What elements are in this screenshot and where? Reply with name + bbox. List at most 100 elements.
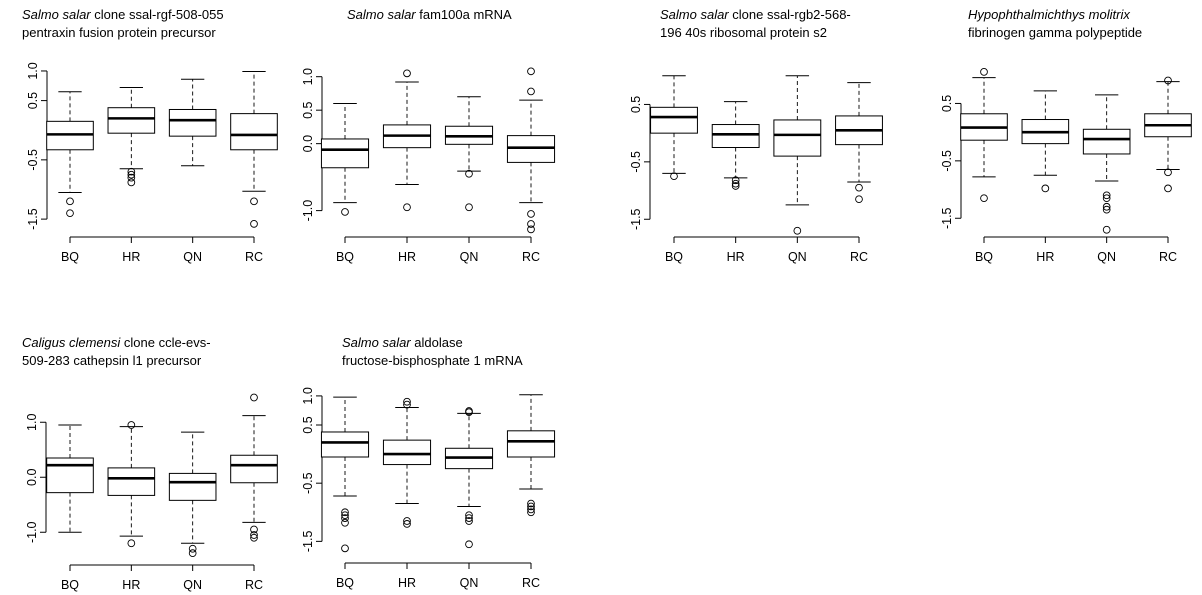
box-HR bbox=[1021, 90, 1070, 193]
outlier-point bbox=[403, 517, 411, 525]
y-tick-label: 1.0 bbox=[25, 414, 39, 431]
outlier-point bbox=[250, 220, 258, 228]
boxplot-panel: Salmo salar clone ssal-rgb2-568- 196 40s … bbox=[629, 7, 883, 264]
outlier-point bbox=[403, 69, 411, 78]
outlier-point bbox=[527, 508, 535, 517]
box-RC bbox=[230, 71, 278, 228]
outlier-point bbox=[793, 226, 802, 235]
x-tick-label: HR bbox=[1036, 250, 1054, 264]
iqr-box bbox=[320, 138, 370, 169]
outlier-point bbox=[465, 517, 473, 525]
outlier-point bbox=[1041, 184, 1050, 193]
box-BQ bbox=[320, 102, 370, 216]
boxplot-panel: Salmo salar fam100a mRNA 1.0 0.5 0.0 -1.0 BQ H… bbox=[301, 7, 556, 264]
outlier-point bbox=[341, 518, 349, 527]
outlier-point bbox=[855, 183, 863, 192]
x-tick-label: RC bbox=[245, 250, 263, 264]
box-HR bbox=[107, 421, 156, 548]
x-tick-label: HR bbox=[398, 576, 416, 590]
outlier-point bbox=[731, 176, 740, 185]
y-tick-label: 0.0 bbox=[301, 135, 315, 152]
box-QN bbox=[444, 96, 494, 212]
outlier-point bbox=[188, 544, 197, 553]
outlier-point bbox=[341, 508, 349, 517]
outlier-point bbox=[527, 499, 535, 508]
outlier-point bbox=[527, 502, 535, 511]
outlier-point bbox=[250, 525, 258, 534]
x-tick-label: BQ bbox=[61, 250, 79, 264]
outlier-point bbox=[855, 195, 863, 204]
x-tick-label: QN bbox=[460, 250, 479, 264]
panel-title: Hypophthalmichthys molitrix bbox=[968, 7, 1130, 22]
box-BQ bbox=[46, 424, 94, 533]
x-tick-label: QN bbox=[183, 250, 202, 264]
outlier-point bbox=[1164, 184, 1172, 193]
panel-title-line2: fructose-bisphosphate 1 mRNA bbox=[342, 353, 523, 368]
panel-title-species: Salmo salar bbox=[347, 7, 416, 22]
y-tick-label: 0.5 bbox=[301, 416, 315, 433]
box-HR bbox=[382, 397, 432, 528]
x-tick-label: RC bbox=[522, 576, 540, 590]
box-HR bbox=[711, 101, 760, 190]
y-tick-label: 0.5 bbox=[629, 96, 643, 113]
y-tick-label: 0.5 bbox=[940, 95, 954, 112]
outlier-point bbox=[250, 533, 258, 542]
outlier-point bbox=[731, 179, 740, 188]
outlier-point bbox=[188, 549, 197, 558]
outlier-point bbox=[250, 393, 258, 402]
box-BQ bbox=[960, 68, 1008, 203]
outlier-point bbox=[527, 87, 535, 96]
outlier-point bbox=[341, 208, 349, 216]
iqr-box bbox=[230, 454, 278, 484]
box-QN bbox=[168, 431, 217, 558]
iqr-box bbox=[506, 135, 556, 163]
iqr-box bbox=[107, 467, 156, 496]
x-tick-label: HR bbox=[727, 250, 745, 264]
panel-title: Salmo salar clone ssal-rgf-508-055 bbox=[22, 7, 224, 22]
x-tick-label: QN bbox=[1097, 250, 1116, 264]
panel-title-rest: fam100a mRNA bbox=[416, 7, 512, 22]
box-RC bbox=[835, 82, 883, 204]
x-tick-label: HR bbox=[122, 578, 140, 592]
y-tick-label: -1.5 bbox=[26, 208, 40, 230]
outlier-point bbox=[127, 539, 136, 548]
iqr-box bbox=[1082, 128, 1131, 155]
outlier-point bbox=[341, 544, 349, 553]
x-tick-label: HR bbox=[398, 250, 416, 264]
x-tick-label: QN bbox=[788, 250, 807, 264]
y-tick-label: 0.5 bbox=[26, 92, 40, 109]
y-tick-label: 0.0 bbox=[25, 469, 39, 486]
outlier-point bbox=[1102, 194, 1111, 203]
panel-title-species: Hypophthalmichthys molitrix bbox=[968, 7, 1130, 22]
outlier-point bbox=[403, 397, 411, 406]
outlier-point bbox=[341, 511, 349, 520]
boxplot-panel: Caligus clemensi clone ccle-evs- 509-283 … bbox=[22, 335, 278, 592]
panel-title: Salmo salar aldolase bbox=[342, 335, 463, 350]
y-tick-label: -1.0 bbox=[301, 200, 315, 222]
panel-title-line2: 196 40s ribosomal protein s2 bbox=[660, 25, 827, 40]
outlier-point bbox=[250, 197, 258, 206]
panel-title-rest: aldolase bbox=[411, 335, 463, 350]
y-tick-label: 1.0 bbox=[26, 62, 40, 79]
outlier-point bbox=[127, 167, 136, 176]
outlier-point bbox=[66, 197, 74, 206]
panel-title: Salmo salar clone ssal-rgb2-568- bbox=[660, 7, 851, 22]
outlier-point bbox=[127, 170, 136, 179]
iqr-box bbox=[711, 124, 760, 149]
outlier-point bbox=[465, 514, 473, 522]
panel-title-line2: fibrinogen gamma polypeptide bbox=[968, 25, 1142, 40]
x-tick-label: QN bbox=[183, 578, 202, 592]
y-tick-label: -1.5 bbox=[301, 531, 315, 553]
box-QN bbox=[168, 78, 217, 167]
panel-title-line2: 509-283 cathepsin l1 precursor bbox=[22, 353, 202, 368]
x-tick-label: HR bbox=[122, 250, 140, 264]
x-tick-label: BQ bbox=[61, 578, 79, 592]
outlier-point bbox=[127, 421, 136, 429]
outlier-point bbox=[341, 514, 349, 522]
x-tick-label: RC bbox=[850, 250, 868, 264]
y-tick-label: -0.5 bbox=[940, 150, 954, 172]
y-tick-label: 0.5 bbox=[301, 101, 315, 118]
y-tick-label: -0.5 bbox=[629, 151, 643, 173]
iqr-box bbox=[320, 431, 370, 458]
iqr-box bbox=[230, 113, 278, 151]
